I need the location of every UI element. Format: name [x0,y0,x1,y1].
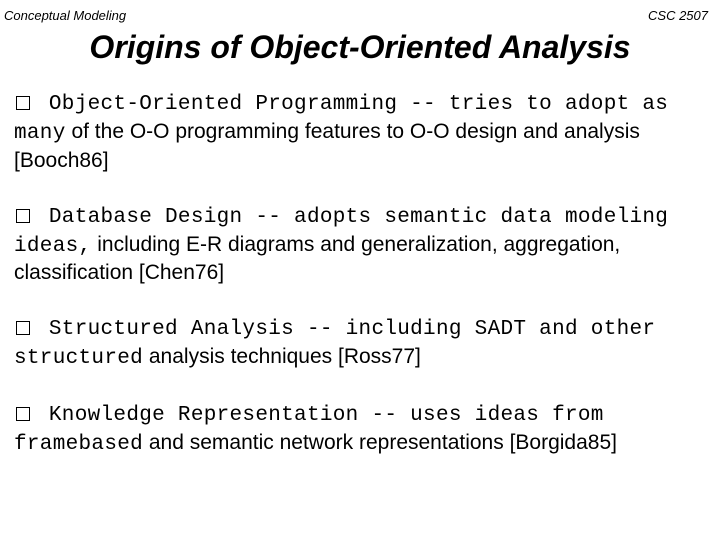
bullet-item: Structured Analysis -- including SADT an… [14,315,706,373]
bullet-rest: analysis techniques [Ross77] [149,345,421,368]
slide-header: Conceptual Modeling CSC 2507 [0,0,720,23]
slide-title: Origins of Object-Oriented Analysis [0,29,720,66]
bullet-icon [16,96,30,110]
bullet-item: Knowledge Representation -- uses ideas f… [14,401,706,459]
bullet-rest: of the O-O programming features to O-O d… [14,120,640,172]
bullet-item: Object-Oriented Programming -- tries to … [14,90,706,175]
bullet-icon [16,321,30,335]
slide-content: Object-Oriented Programming -- tries to … [0,90,720,459]
bullet-icon [16,407,30,421]
bullet-item: Database Design -- adopts semantic data … [14,203,706,288]
header-left: Conceptual Modeling [4,8,126,23]
header-right: CSC 2507 [648,8,708,23]
bullet-rest: and semantic network representations [Bo… [149,431,617,454]
bullet-rest: including E-R diagrams and generalizatio… [14,233,620,285]
bullet-icon [16,209,30,223]
